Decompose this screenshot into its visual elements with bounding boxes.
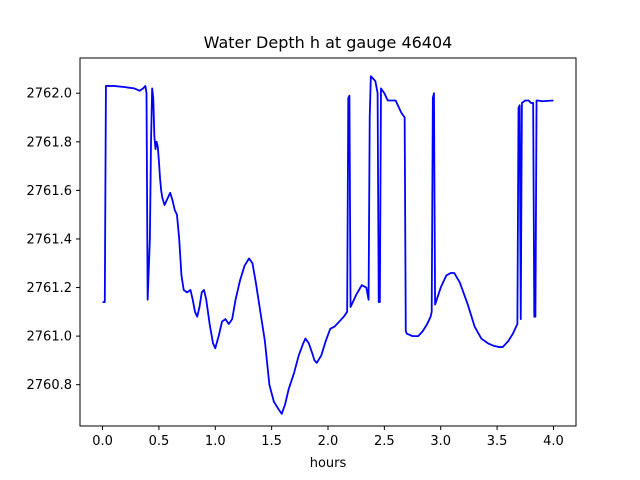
- x-tick-label: 2.0: [318, 434, 339, 449]
- y-axis: 2760.8 2761.0 2761.2 2761.4 2761.6 2761.8 2762…: [27, 87, 80, 393]
- y-tick-label: 2762.0: [27, 87, 73, 102]
- y-tick-label: 2761.0: [27, 330, 73, 345]
- y-tick-label: 2761.8: [27, 135, 73, 150]
- x-tick-label: 4.0: [543, 434, 564, 449]
- x-tick-label: 1.0: [205, 434, 226, 449]
- x-tick-label: 0.0: [92, 434, 113, 449]
- x-tick-label: 3.0: [430, 434, 451, 449]
- x-axis: 0.0 0.5 1.0 1.5 2.0 2.5 3.0 3.5 4.0: [92, 426, 564, 449]
- series-line-water-depth: [102, 75, 554, 415]
- x-axis-label: hours: [310, 456, 347, 471]
- x-tick-label: 1.5: [261, 434, 282, 449]
- y-tick-label: 2760.8: [27, 378, 73, 393]
- x-tick-label: 3.5: [487, 434, 508, 449]
- y-tick-label: 2761.4: [27, 232, 73, 247]
- y-tick-label: 2761.6: [27, 184, 73, 199]
- x-tick-label: 0.5: [149, 434, 170, 449]
- x-tick-label: 2.5: [374, 434, 395, 449]
- y-tick-label: 2761.2: [27, 281, 73, 296]
- chart-title: Water Depth h at gauge 46404: [204, 33, 453, 52]
